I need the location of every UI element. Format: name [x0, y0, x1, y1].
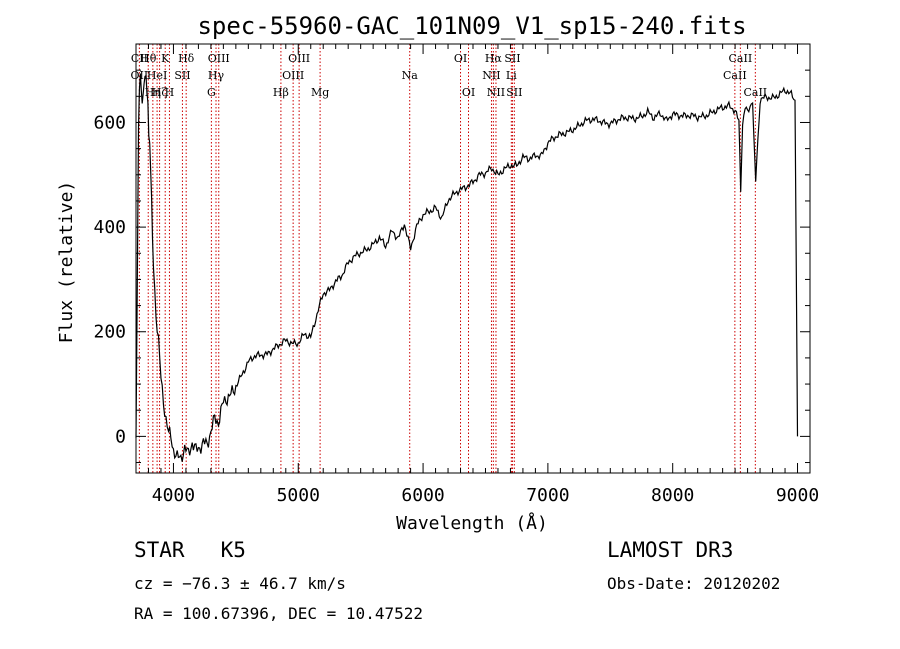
line-label: K	[161, 52, 170, 65]
ra-dec-coordinates: RA = 100.67396, DEC = 10.47522	[134, 604, 423, 623]
y-tick-label: 400	[93, 217, 126, 238]
line-label: OIII	[282, 69, 304, 82]
line-label: OIII	[208, 52, 230, 65]
survey-name: LAMOST DR3	[607, 538, 734, 562]
line-label: OI	[454, 52, 467, 65]
spectral-subclass: K5	[220, 538, 246, 562]
x-axis-label: Wavelength (Å)	[396, 512, 548, 534]
line-label: Hγ	[208, 69, 225, 82]
x-tick-label: 9000	[776, 485, 819, 506]
line-label: CaII	[729, 52, 753, 65]
line-label: SII	[506, 86, 522, 99]
line-label: Mg	[311, 86, 329, 99]
line-label: Li	[506, 69, 517, 82]
object-class: STAR	[134, 538, 185, 562]
x-tick-label: 4000	[152, 485, 195, 506]
y-axis-label: Flux (relative)	[56, 181, 77, 344]
plot-frame	[135, 43, 811, 474]
line-label: Hη	[145, 86, 161, 99]
x-axis-ticks: 4000 5000 6000 7000 8000 9000	[135, 44, 819, 506]
y-tick-label: 200	[93, 322, 126, 343]
y-tick-label: 600	[93, 112, 126, 133]
line-label: CaII	[743, 86, 767, 99]
line-label: OI	[462, 86, 475, 99]
line-label: H	[165, 86, 175, 99]
line-label: NII	[487, 86, 505, 99]
line-label: Hδ	[178, 52, 195, 65]
chart-title: spec-55960-GAC_101N09_V1_sp15-240.fits	[197, 12, 746, 40]
observation-date: Obs-Date: 20120202	[607, 574, 781, 593]
y-tick-label: 0	[115, 426, 126, 447]
y-axis-ticks: 0 200 400 600	[93, 43, 810, 464]
line-label: Hθ	[140, 52, 157, 65]
line-label: SII	[174, 69, 190, 82]
line-label: OIII	[288, 52, 310, 65]
object-class-label: STAR K5	[134, 538, 246, 562]
spectral-line-labels: CII OII Hθ Hη HeI Hζ K H SII Hδ G Hγ OIII Hβ OIII OIII M…	[131, 52, 768, 99]
line-label: Hα	[485, 52, 503, 65]
line-label: CII	[131, 52, 148, 65]
line-label: Na	[402, 69, 419, 82]
line-label: OII	[131, 69, 149, 82]
x-tick-label: 8000	[651, 485, 694, 506]
x-tick-label: 5000	[277, 485, 320, 506]
line-label: CaII	[723, 69, 747, 82]
line-label: G	[207, 86, 216, 99]
line-label: NII	[482, 69, 500, 82]
line-label: Hβ	[273, 86, 289, 99]
line-label: SII	[504, 52, 520, 65]
x-tick-label: 6000	[401, 485, 444, 506]
x-tick-label: 7000	[526, 485, 569, 506]
line-label: HeI	[147, 69, 167, 82]
spectral-line-markers	[138, 44, 756, 473]
line-label: Hζ	[152, 86, 168, 99]
redshift-velocity: cz = −76.3 ± 46.7 km/s	[134, 574, 346, 593]
spectrum-series-line	[135, 73, 799, 462]
